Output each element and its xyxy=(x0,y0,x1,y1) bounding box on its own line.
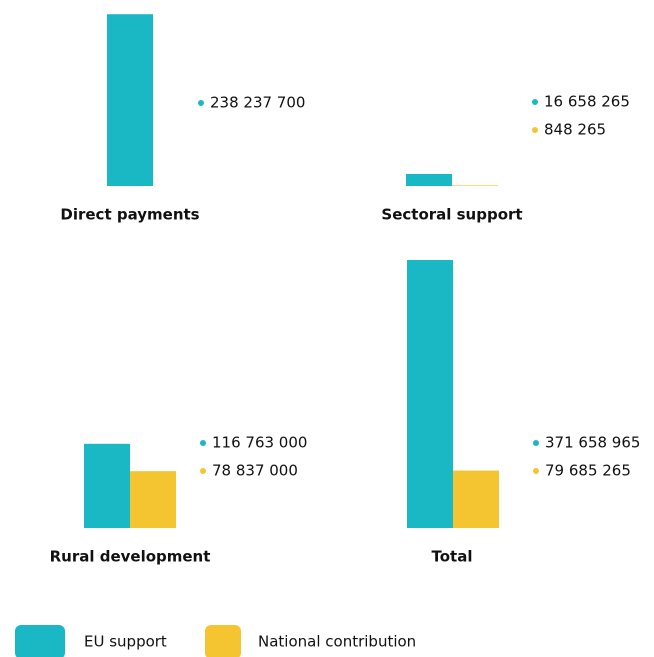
legend-dot xyxy=(198,100,204,106)
value-label: 116 763 000 xyxy=(212,434,307,452)
value-label: 78 837 000 xyxy=(212,462,298,480)
legend-swatch xyxy=(205,625,241,657)
value-label: 371 658 965 xyxy=(545,434,640,452)
value-label: 16 658 265 xyxy=(544,93,630,111)
panel-title: Direct payments xyxy=(60,206,199,224)
bar xyxy=(107,14,153,187)
legend-dot xyxy=(533,468,539,474)
legend-dot xyxy=(200,440,206,446)
bar xyxy=(84,443,130,528)
legend-dot xyxy=(200,468,206,474)
bar xyxy=(453,470,499,528)
bar xyxy=(407,260,453,528)
legend-dot xyxy=(532,127,538,133)
bar xyxy=(452,185,498,186)
panel-title: Total xyxy=(432,548,473,566)
value-label: 238 237 700 xyxy=(210,94,305,112)
legend-label: EU support xyxy=(84,633,167,651)
bar xyxy=(130,471,176,528)
value-label: 848 265 xyxy=(544,121,606,139)
legend-dot xyxy=(533,440,539,446)
legend-label: National contribution xyxy=(258,633,416,651)
value-label: 79 685 265 xyxy=(545,462,631,480)
legend-swatch xyxy=(15,625,65,657)
panel-title: Rural development xyxy=(50,548,211,566)
bar xyxy=(406,173,452,186)
legend-dot xyxy=(532,99,538,105)
panel-title: Sectoral support xyxy=(381,206,522,224)
